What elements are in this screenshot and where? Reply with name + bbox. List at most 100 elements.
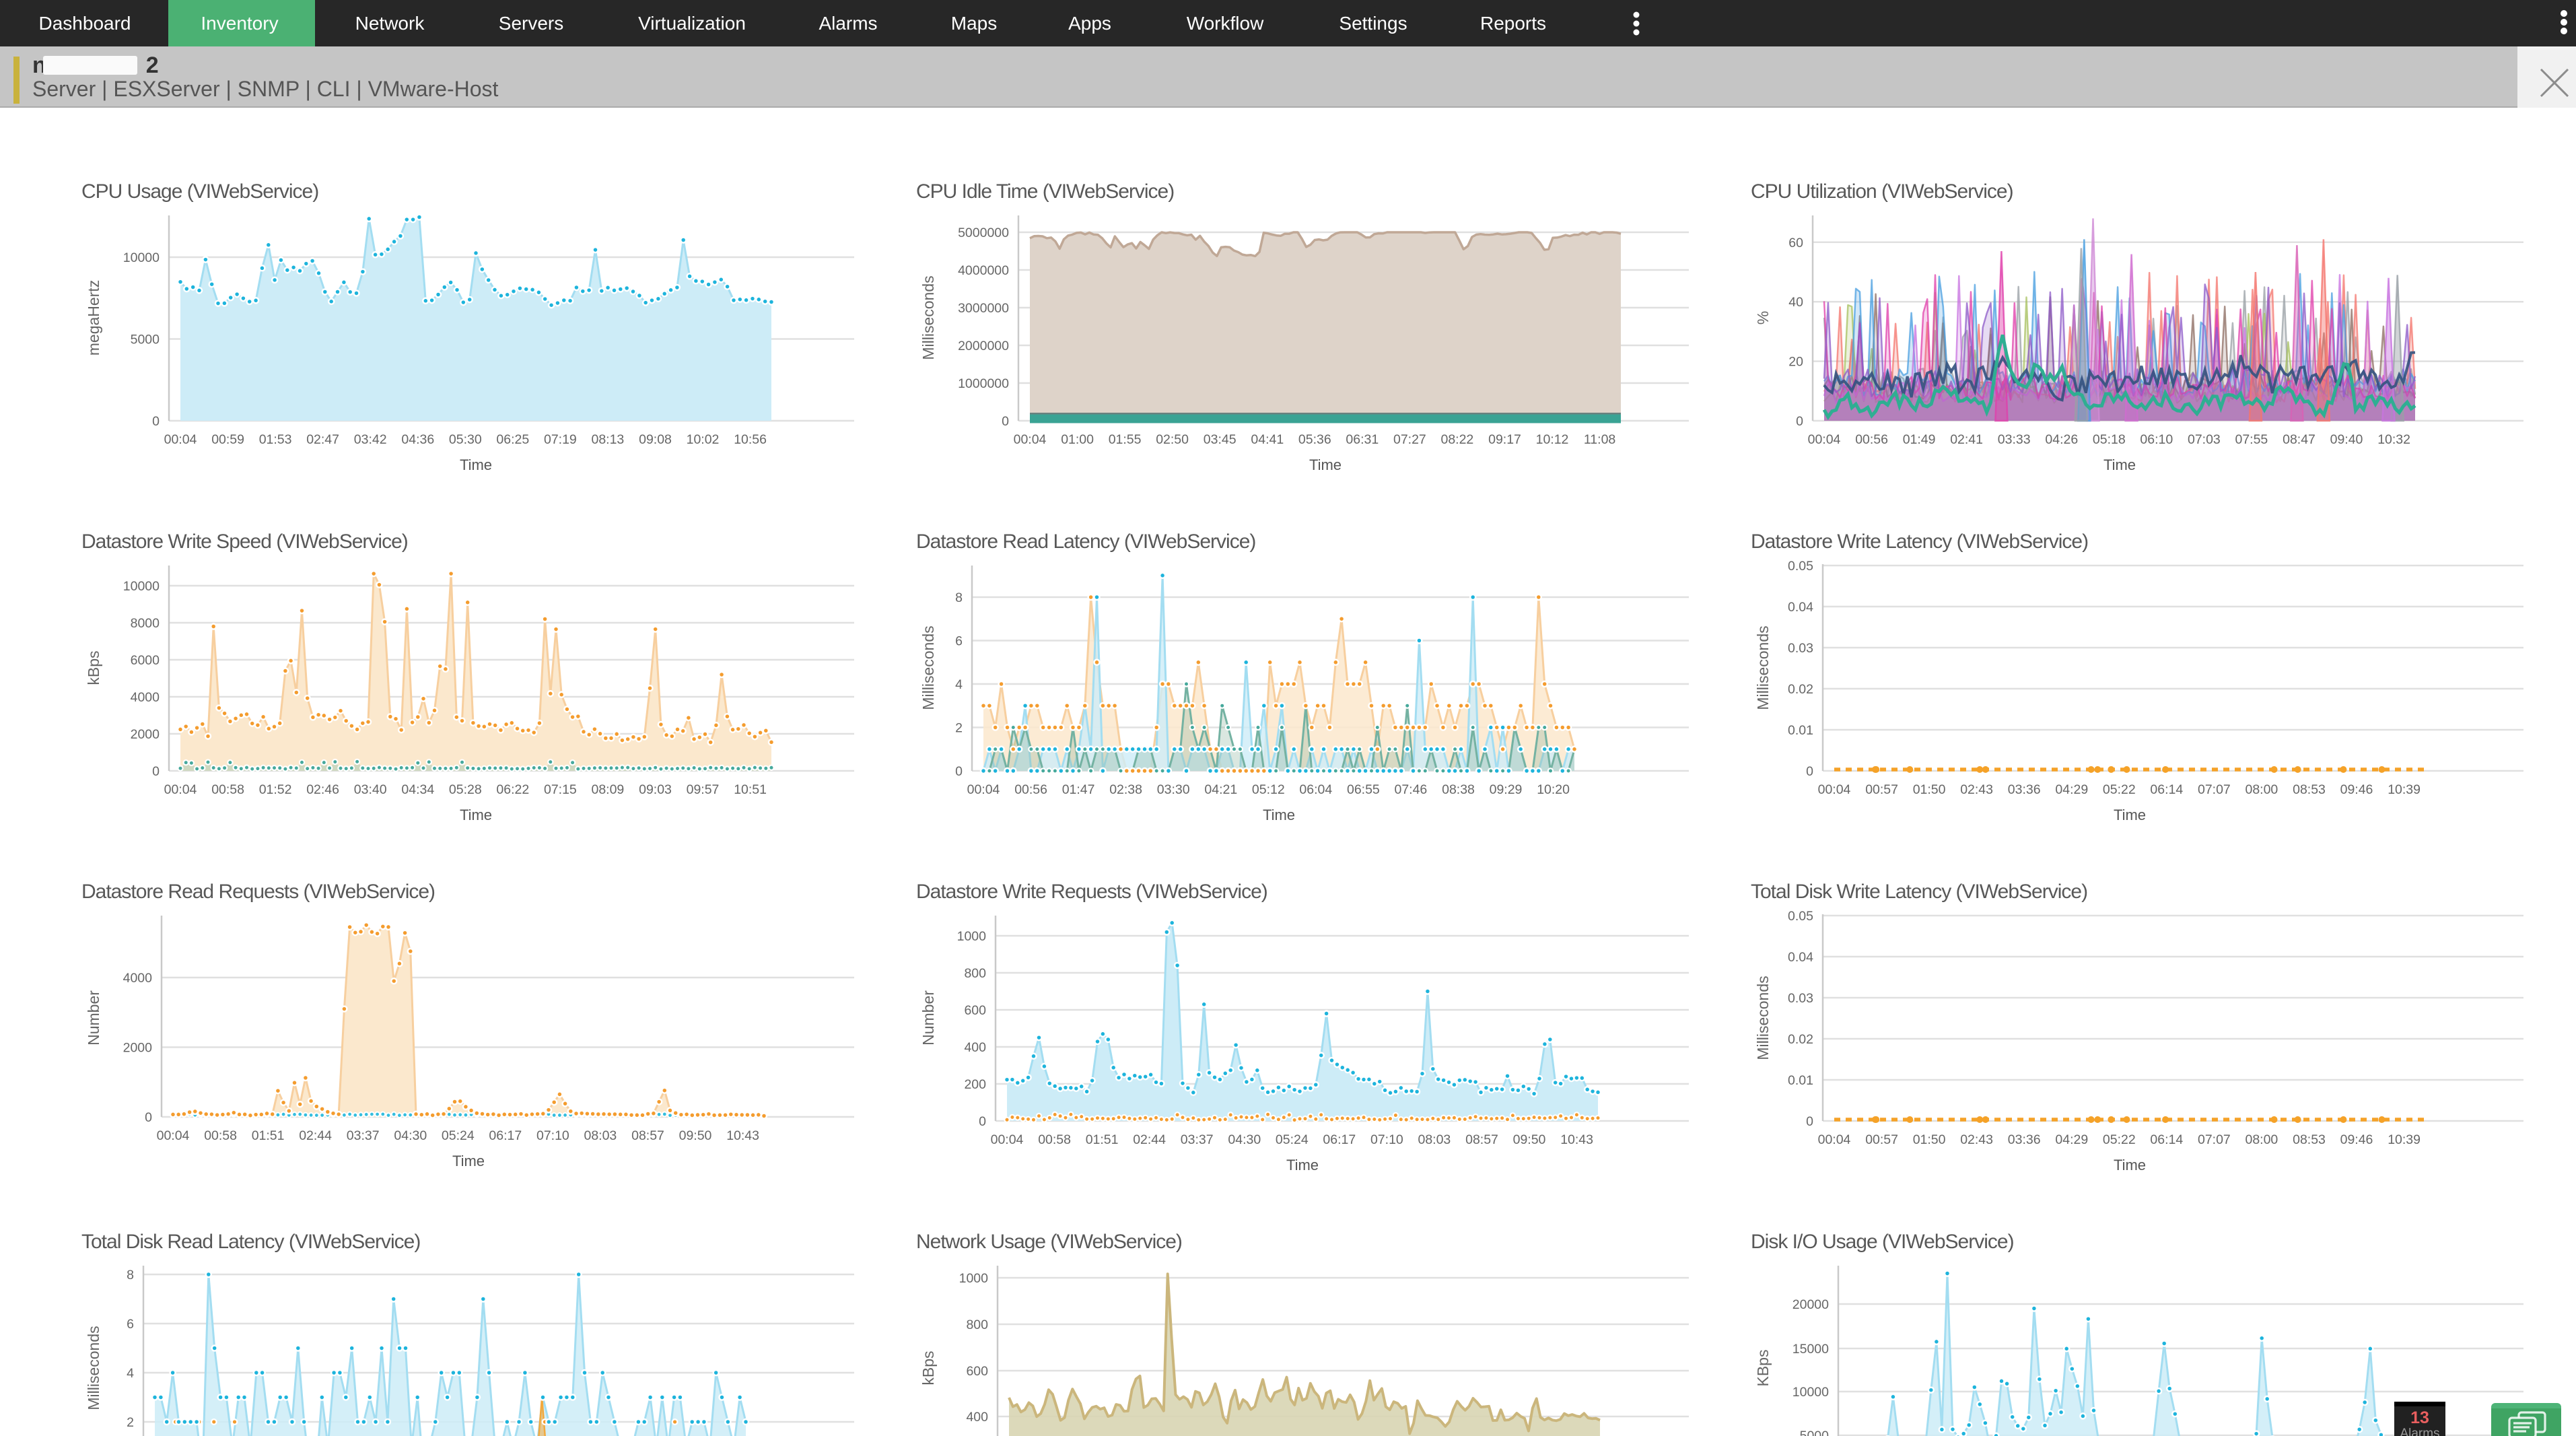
svg-text:06:14: 06:14 xyxy=(2150,782,2183,797)
svg-text:40: 40 xyxy=(1788,295,1803,310)
svg-text:07:46: 07:46 xyxy=(1394,782,1427,797)
svg-text:02:47: 02:47 xyxy=(306,432,339,447)
svg-text:08:38: 08:38 xyxy=(1442,782,1475,797)
svg-text:Time: Time xyxy=(2114,807,2146,823)
svg-text:08:00: 08:00 xyxy=(2245,782,2278,797)
svg-text:5000000: 5000000 xyxy=(958,226,1009,240)
svg-text:05:22: 05:22 xyxy=(2103,782,2136,797)
svg-text:09:46: 09:46 xyxy=(2340,782,2373,797)
svg-text:08:53: 08:53 xyxy=(2293,1132,2326,1147)
svg-text:Milliseconds: Milliseconds xyxy=(919,275,937,360)
svg-text:02:44: 02:44 xyxy=(299,1128,332,1143)
svg-text:09:57: 09:57 xyxy=(687,782,720,797)
svg-text:10:32: 10:32 xyxy=(2377,432,2410,447)
svg-text:03:45: 03:45 xyxy=(1204,432,1237,447)
svg-text:01:47: 01:47 xyxy=(1062,782,1095,797)
svg-text:04:36: 04:36 xyxy=(401,432,434,447)
svg-text:8000: 8000 xyxy=(131,616,160,631)
svg-text:Time: Time xyxy=(1309,456,1342,473)
svg-text:04:30: 04:30 xyxy=(1228,1132,1261,1147)
svg-text:09:29: 09:29 xyxy=(1490,782,1523,797)
svg-text:09:08: 09:08 xyxy=(639,432,672,447)
svg-text:KBps: KBps xyxy=(1754,1350,1772,1387)
svg-text:1000000: 1000000 xyxy=(958,376,1009,391)
svg-text:05:24: 05:24 xyxy=(442,1128,475,1143)
svg-text:05:36: 05:36 xyxy=(1298,432,1331,447)
svg-text:4000000: 4000000 xyxy=(958,263,1009,278)
svg-text:Network Usage (VIWebService): Network Usage (VIWebService) xyxy=(916,1231,1182,1253)
svg-text:00:04: 00:04 xyxy=(1818,1132,1851,1147)
svg-text:05:28: 05:28 xyxy=(449,782,482,797)
svg-text:10000: 10000 xyxy=(123,250,160,265)
svg-text:08:57: 08:57 xyxy=(1465,1132,1498,1147)
svg-text:0: 0 xyxy=(152,764,160,779)
svg-text:06:10: 06:10 xyxy=(2140,432,2173,447)
svg-text:Total Disk Write Latency (VIWe: Total Disk Write Latency (VIWebService) xyxy=(1751,881,2087,903)
svg-text:0.02: 0.02 xyxy=(1788,1032,1813,1047)
svg-text:07:07: 07:07 xyxy=(2198,1132,2231,1147)
svg-text:8: 8 xyxy=(127,1268,134,1283)
svg-text:4: 4 xyxy=(955,677,963,692)
svg-text:06:31: 06:31 xyxy=(1346,432,1379,447)
svg-text:2: 2 xyxy=(955,721,963,736)
svg-text:Number: Number xyxy=(919,990,937,1046)
svg-text:03:37: 03:37 xyxy=(1181,1132,1214,1147)
svg-text:Datastore Read Requests (VIWeb: Datastore Read Requests (VIWebService) xyxy=(81,881,435,903)
svg-text:06:17: 06:17 xyxy=(489,1128,522,1143)
svg-text:02:44: 02:44 xyxy=(1133,1132,1166,1147)
svg-text:00:58: 00:58 xyxy=(211,782,244,797)
svg-text:0.04: 0.04 xyxy=(1788,600,1813,615)
svg-text:Datastore Write Speed (VIWebSe: Datastore Write Speed (VIWebService) xyxy=(81,531,408,553)
svg-text:03:42: 03:42 xyxy=(354,432,387,447)
svg-text:00:04: 00:04 xyxy=(1808,432,1841,447)
svg-text:00:59: 00:59 xyxy=(211,432,244,447)
svg-text:0: 0 xyxy=(955,764,963,779)
svg-text:10:12: 10:12 xyxy=(1536,432,1569,447)
svg-text:00:57: 00:57 xyxy=(1865,1132,1898,1147)
svg-text:10:43: 10:43 xyxy=(1560,1132,1593,1147)
svg-text:0.04: 0.04 xyxy=(1788,950,1813,965)
svg-text:%: % xyxy=(1754,311,1772,324)
svg-text:Time: Time xyxy=(460,456,492,473)
svg-text:15000: 15000 xyxy=(1792,1342,1829,1357)
svg-text:Time: Time xyxy=(452,1153,485,1169)
svg-text:Time: Time xyxy=(1263,807,1295,823)
svg-text:4000: 4000 xyxy=(131,690,160,705)
svg-text:03:30: 03:30 xyxy=(1157,782,1190,797)
svg-text:05:30: 05:30 xyxy=(449,432,482,447)
svg-text:03:36: 03:36 xyxy=(2008,1132,2041,1147)
svg-text:10:43: 10:43 xyxy=(726,1128,759,1143)
svg-text:4000: 4000 xyxy=(123,971,153,986)
svg-text:0: 0 xyxy=(152,414,160,429)
svg-text:08:57: 08:57 xyxy=(631,1128,664,1143)
svg-text:09:03: 09:03 xyxy=(639,782,672,797)
svg-text:06:22: 06:22 xyxy=(496,782,529,797)
svg-text:09:46: 09:46 xyxy=(2340,1132,2373,1147)
svg-text:Milliseconds: Milliseconds xyxy=(1754,625,1772,710)
svg-text:800: 800 xyxy=(966,1318,988,1332)
svg-text:01:51: 01:51 xyxy=(1086,1132,1119,1147)
svg-text:01:00: 01:00 xyxy=(1061,432,1094,447)
svg-text:0.05: 0.05 xyxy=(1788,909,1813,924)
svg-text:04:26: 04:26 xyxy=(2045,432,2078,447)
svg-text:07:10: 07:10 xyxy=(536,1128,569,1143)
svg-text:00:58: 00:58 xyxy=(1038,1132,1071,1147)
svg-text:01:49: 01:49 xyxy=(1903,432,1936,447)
svg-text:01:51: 01:51 xyxy=(252,1128,285,1143)
svg-text:05:22: 05:22 xyxy=(2103,1132,2136,1147)
svg-text:CPU Idle Time (VIWebService): CPU Idle Time (VIWebService) xyxy=(916,180,1174,203)
svg-text:02:46: 02:46 xyxy=(306,782,339,797)
svg-text:0.02: 0.02 xyxy=(1788,682,1813,697)
svg-text:10000: 10000 xyxy=(123,579,160,594)
svg-text:6: 6 xyxy=(127,1317,134,1332)
svg-text:07:19: 07:19 xyxy=(544,432,577,447)
svg-text:01:50: 01:50 xyxy=(1913,782,1946,797)
svg-text:8: 8 xyxy=(955,590,963,605)
svg-text:03:40: 03:40 xyxy=(354,782,387,797)
svg-text:Datastore Write Requests (VIWe: Datastore Write Requests (VIWebService) xyxy=(916,881,1267,903)
svg-text:3000000: 3000000 xyxy=(958,301,1009,316)
svg-text:600: 600 xyxy=(966,1364,988,1379)
svg-text:6000: 6000 xyxy=(131,653,160,668)
svg-text:07:27: 07:27 xyxy=(1393,432,1426,447)
svg-text:00:56: 00:56 xyxy=(1855,432,1888,447)
